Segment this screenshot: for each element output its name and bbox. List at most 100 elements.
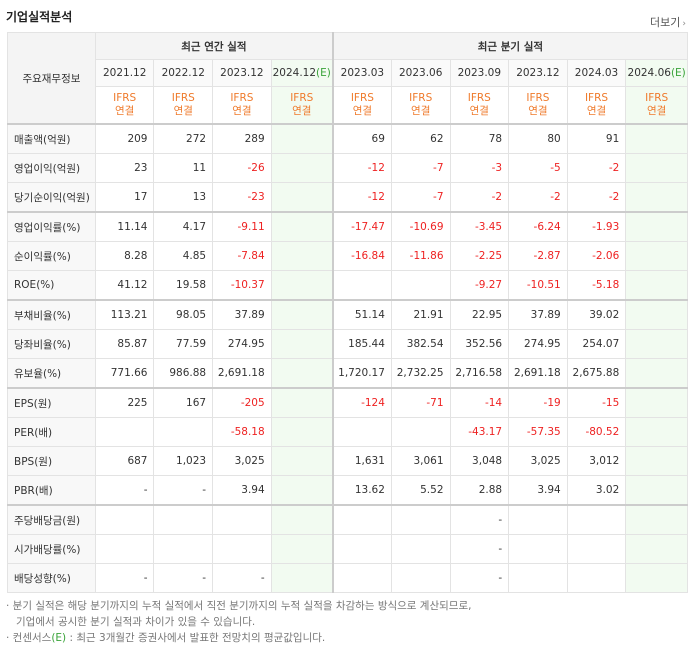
table-cell: -26 [212, 153, 272, 183]
table-cell: 78 [449, 123, 510, 154]
section-title: 기업실적분석 [6, 10, 73, 24]
table-row: 주당배당금(원) - [7, 504, 688, 535]
table-cell [270, 358, 334, 389]
table-cell: 986.88 [153, 358, 214, 389]
table-row: 영업이익(억원) 23 11 -26 -12 -7 -3 -5 -2 [7, 153, 688, 183]
table-cell [331, 534, 392, 564]
table-cell: 289 [212, 123, 272, 154]
ifrs-label: IFRS 연결 [331, 86, 392, 125]
table-cell: 225 [94, 387, 155, 418]
table-cell [390, 563, 451, 593]
footnote-1b: 기업에서 공시한 분기 실적과 차이가 있을 수 있습니다. [16, 616, 256, 628]
table-cell: - [153, 475, 214, 506]
table-cell: 77.59 [153, 329, 214, 359]
ifrs-label: IFRS 연결 [566, 86, 627, 125]
table-cell: -57.35 [508, 417, 568, 447]
table-cell: 687 [94, 446, 155, 476]
table-cell: 2,691.18 [212, 358, 272, 389]
table-cell: -19 [508, 387, 568, 418]
table-cell: 382.54 [390, 329, 451, 359]
table-cell: -80.52 [566, 417, 627, 447]
annual-group-header: 최근 연간 실적 [94, 32, 334, 60]
table-cell: -1.93 [566, 211, 627, 242]
row-label: PER(배) [7, 417, 96, 447]
row-label: 순이익률(%) [7, 241, 96, 271]
period-header: 2021.12 [94, 59, 155, 87]
table-cell [625, 417, 688, 447]
table-cell [153, 534, 214, 564]
table-cell: 37.89 [212, 299, 272, 330]
table-cell: -6.24 [508, 211, 568, 242]
table-cell: 21.91 [390, 299, 451, 330]
row-label: 영업이익률(%) [7, 211, 96, 242]
table-cell [566, 504, 627, 535]
table-cell: - [449, 504, 510, 535]
table-cell: 167 [153, 387, 214, 418]
row-label: 매출액(억원) [7, 123, 96, 154]
table-cell: 80 [508, 123, 568, 154]
period-header: 2024.03 [566, 59, 627, 87]
row-label: 유보율(%) [7, 358, 96, 389]
footnote-2: · 컨센서스(E) : 최근 3개월간 증권사에서 발표한 전망치의 평균값입니… [6, 632, 326, 644]
table-cell: -7.84 [212, 241, 272, 271]
table-cell [153, 417, 214, 447]
table-cell [625, 270, 688, 301]
table-cell: -15 [566, 387, 627, 418]
table-cell: 209 [94, 123, 155, 154]
table-cell: -7 [390, 153, 451, 183]
table-cell: 274.95 [508, 329, 568, 359]
table-row: 당좌비율(%) 85.87 77.59 274.95 185.44 382.54 352.5… [7, 329, 688, 359]
table-cell: 3,025 [212, 446, 272, 476]
table-cell: 3,048 [449, 446, 510, 476]
table-cell: 3.02 [566, 475, 627, 506]
row-label: 당좌비율(%) [7, 329, 96, 359]
period-header: 2023.09 [449, 59, 510, 87]
table-row: 유보율(%) 771.66 986.88 2,691.18 1,720.17 2,732.… [7, 358, 688, 389]
table-cell [625, 329, 688, 359]
table-cell: 2.88 [449, 475, 510, 506]
table-cell: -3.45 [449, 211, 510, 242]
table-row: 순이익률(%) 8.28 4.85 -7.84 -16.84 -11.86 -2.25 -2.… [7, 241, 688, 271]
table-cell: 185.44 [331, 329, 392, 359]
table-cell: 62 [390, 123, 451, 154]
table-cell: 1,720.17 [331, 358, 392, 389]
table-row: 매출액(억원) 209 272 289 69 62 78 80 91 [7, 123, 688, 154]
table-cell: 41.12 [94, 270, 155, 301]
table-cell: 98.05 [153, 299, 214, 330]
table-cell [331, 563, 392, 593]
table-cell [270, 563, 334, 593]
table-cell: -10.37 [212, 270, 272, 301]
period-header: 2024.12(E) [270, 59, 334, 87]
table-cell [625, 504, 688, 535]
table-row: BPS(원) 687 1,023 3,025 1,631 3,061 3,048 3,025 3… [7, 446, 688, 476]
table-cell [270, 329, 334, 359]
table-cell [270, 211, 334, 242]
table-cell [625, 387, 688, 418]
table-row: 시가배당률(%) - [7, 534, 688, 564]
row-label: ROE(%) [7, 270, 96, 301]
table-row: 당기순이익(억원) 17 13 -23 -12 -7 -2 -2 -2 [7, 182, 688, 213]
table-cell: 254.07 [566, 329, 627, 359]
more-link[interactable]: 더보기 › [650, 14, 686, 30]
table-row: 부채비율(%) 113.21 98.05 37.89 51.14 21.91 22.95 37… [7, 299, 688, 330]
table-cell [270, 270, 334, 301]
table-cell: 13 [153, 182, 214, 213]
table-cell [625, 446, 688, 476]
table-cell [270, 182, 334, 213]
table-cell [94, 417, 155, 447]
table-cell [566, 534, 627, 564]
table-cell [508, 534, 568, 564]
table-cell: 91 [566, 123, 627, 154]
table-cell [625, 153, 688, 183]
chevron-right-icon: › [682, 19, 686, 29]
table-cell: -2 [566, 153, 627, 183]
row-label: BPS(원) [7, 446, 96, 476]
table-cell [270, 123, 334, 154]
table-cell [625, 299, 688, 330]
table-cell: - [94, 563, 155, 593]
ifrs-label: IFRS 연결 [270, 86, 334, 125]
table-cell: 3.94 [508, 475, 568, 506]
row-label: 시가배당률(%) [7, 534, 96, 564]
table-cell: 4.85 [153, 241, 214, 271]
table-cell [331, 270, 392, 301]
